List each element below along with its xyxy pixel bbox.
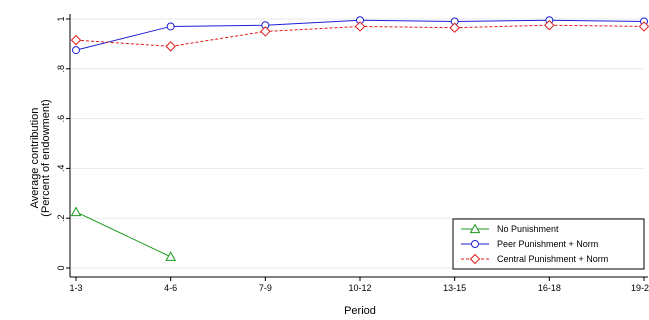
marker-circle	[166, 22, 175, 31]
y-axis-title: Average contribution (Percent of endowme…	[29, 99, 52, 216]
y-tick-label: 0	[56, 265, 66, 270]
legend-label: Central Punishment + Norm	[497, 254, 608, 264]
x-tick-label: 16-18	[538, 283, 561, 293]
axes	[69, 14, 648, 278]
marker-diamond	[544, 19, 555, 31]
y-tick-label: .6	[56, 115, 66, 123]
marker-triangle	[469, 223, 481, 234]
x-tick-label: 7-9	[259, 283, 272, 293]
marker-diamond	[70, 34, 82, 46]
legend-label: No Punishment	[497, 224, 559, 234]
x-axis-ticks: 1-3 4-6 7-9 10-12 13-15 16-18 19-2	[69, 277, 649, 293]
marker-diamond	[638, 21, 649, 32]
series-line	[75, 211, 171, 258]
marker-diamond	[165, 41, 176, 52]
marker-diamond	[354, 21, 366, 32]
legend-label: Peer Punishment + Norm	[497, 239, 598, 249]
marker-circle	[471, 240, 479, 248]
y-axis-ticks: 0 .2 .4 .6 .8 1	[56, 16, 70, 271]
y-tick-label: .4	[56, 165, 66, 173]
marker-circle	[72, 46, 80, 55]
legend: No Punishment Peer Punishment + Norm Centr…	[452, 218, 645, 270]
x-axis-title: Period	[344, 305, 376, 317]
y-tick-label: .8	[56, 65, 66, 73]
y-axis-title-line2: (Percent of endowment)	[40, 99, 52, 216]
legend-item: No Punishment	[461, 223, 559, 234]
marker-diamond	[260, 26, 271, 37]
y-axis-title-line1: Average contribution	[29, 108, 41, 209]
marker-triangle	[70, 206, 82, 217]
x-tick-label: 19-2	[631, 283, 649, 293]
legend-item: Peer Punishment + Norm	[461, 239, 598, 249]
marker-diamond	[469, 253, 481, 265]
y-tick-label: .2	[56, 214, 66, 222]
series-0	[70, 206, 177, 261]
legend-item: Central Punishment + Norm	[461, 253, 608, 265]
marker-diamond	[449, 22, 460, 33]
x-tick-label: 13-15	[443, 283, 466, 293]
x-tick-label: 1-3	[69, 283, 82, 293]
series-2	[70, 19, 649, 52]
x-tick-label: 10-12	[348, 283, 371, 293]
y-tick-label: 1	[56, 16, 66, 21]
marker-triangle	[165, 251, 177, 261]
x-tick-label: 4-6	[164, 283, 177, 293]
series-group	[70, 16, 649, 261]
